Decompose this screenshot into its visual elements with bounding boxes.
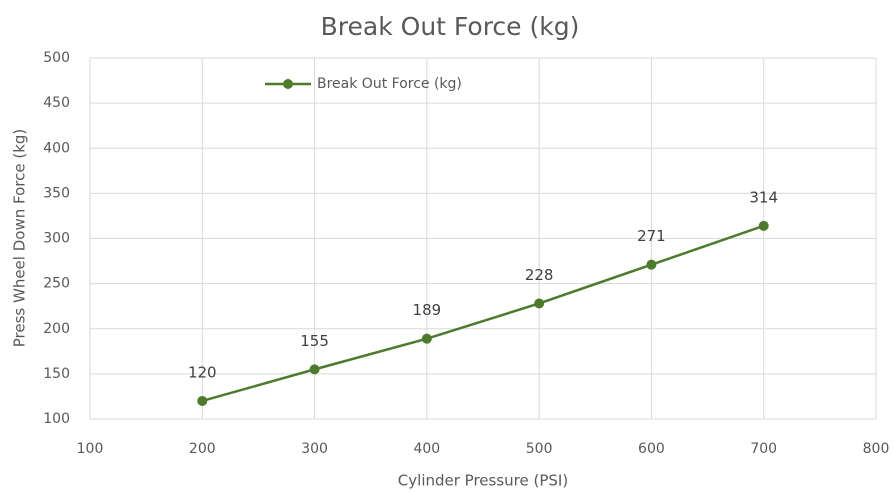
x-tick-label: 800 xyxy=(863,441,890,457)
y-tick-label: 300 xyxy=(43,231,70,247)
x-tick-label: 400 xyxy=(413,441,440,457)
data-point xyxy=(421,333,432,344)
y-tick-label: 500 xyxy=(43,50,70,66)
data-point xyxy=(534,298,545,309)
y-tick-label: 450 xyxy=(43,95,70,111)
series-line xyxy=(201,224,765,403)
legend-label: Break Out Force (kg) xyxy=(317,76,462,92)
x-tick-label: 700 xyxy=(750,441,777,457)
data-label: 155 xyxy=(300,332,329,350)
data-point xyxy=(646,259,657,270)
y-tick-label: 250 xyxy=(43,276,70,292)
x-tick-label: 300 xyxy=(301,441,328,457)
y-tick-label: 400 xyxy=(43,140,70,156)
x-tick-label: 600 xyxy=(638,441,665,457)
y-axis-label: Press Wheel Down Force (kg) xyxy=(11,129,29,348)
data-point xyxy=(197,395,208,406)
x-tick-label: 500 xyxy=(526,441,553,457)
x-tick-label: 200 xyxy=(189,441,216,457)
data-label: 120 xyxy=(188,363,217,381)
y-tick-label: 100 xyxy=(43,411,70,427)
data-point xyxy=(758,220,769,231)
y-tick-label: 200 xyxy=(43,321,70,337)
y-tick-label: 350 xyxy=(43,185,70,201)
chart-title: Break Out Force (kg) xyxy=(321,12,580,41)
x-tick-label: 100 xyxy=(77,441,104,457)
data-point xyxy=(309,364,320,375)
y-tick-label: 150 xyxy=(43,366,70,382)
data-label: 228 xyxy=(525,266,554,284)
legend-marker xyxy=(283,79,293,89)
x-axis-label: Cylinder Pressure (PSI) xyxy=(398,472,568,490)
data-label: 314 xyxy=(749,188,778,206)
data-label: 271 xyxy=(637,227,666,245)
data-label: 189 xyxy=(413,301,442,319)
